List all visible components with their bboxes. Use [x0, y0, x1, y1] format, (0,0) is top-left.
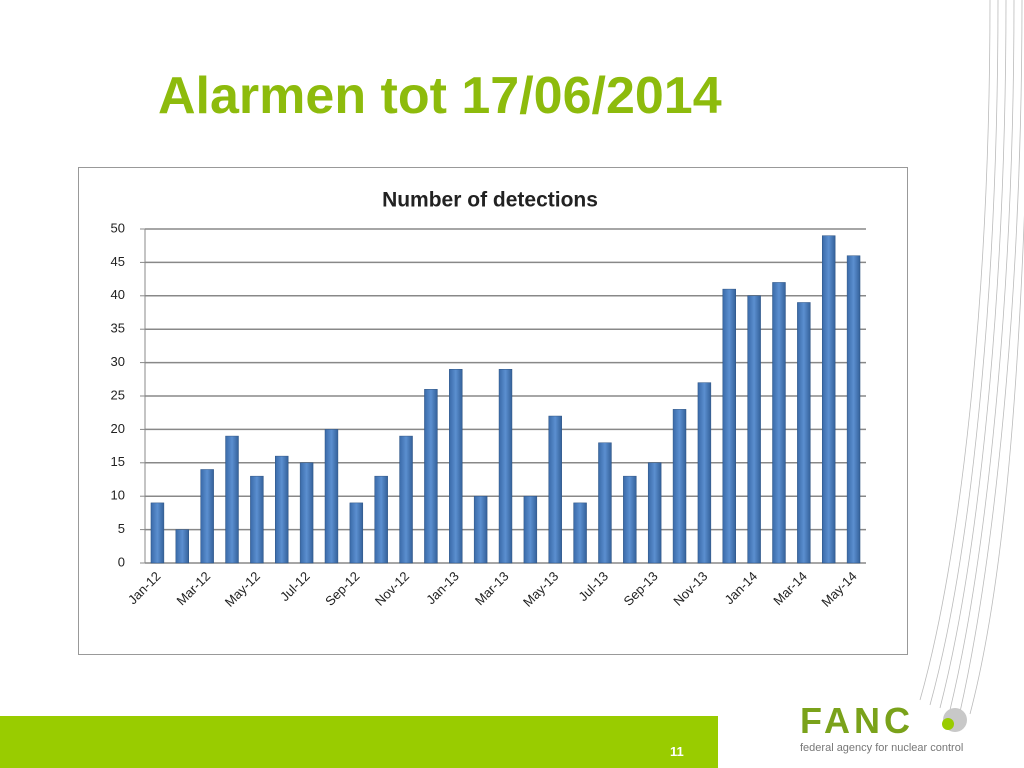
bar: [846, 255, 861, 564]
y-tick-label: 50: [111, 220, 125, 235]
bar: [573, 502, 587, 564]
footer-bar: [0, 716, 718, 768]
bar: [772, 282, 786, 564]
bar: [374, 475, 388, 564]
logo-tagline: federal agency for nuclear control: [800, 742, 964, 754]
bar: [747, 295, 761, 564]
bar: [349, 502, 364, 564]
bar: [548, 415, 562, 564]
bar: [424, 389, 438, 564]
bar: [647, 462, 662, 564]
logo-icon-dot: [942, 718, 954, 730]
y-tick-label: 15: [111, 454, 125, 469]
y-tick-label: 30: [111, 354, 125, 369]
bar: [473, 495, 488, 564]
y-tick-label: 10: [111, 488, 125, 503]
bar: [275, 455, 289, 564]
bar: [722, 288, 736, 564]
bar: [449, 369, 463, 564]
bar: [399, 435, 413, 564]
bar: [175, 529, 190, 564]
bar: [225, 435, 239, 564]
y-tick-label: 35: [111, 321, 125, 336]
bar: [324, 429, 339, 564]
y-tick-label: 5: [118, 521, 125, 536]
bar: [150, 502, 165, 564]
bar: [797, 302, 811, 564]
bar: [672, 409, 687, 564]
y-tick-label: 20: [111, 421, 125, 436]
y-tick-label: 45: [111, 254, 125, 269]
chart-frame: [78, 167, 908, 655]
bar: [697, 382, 712, 564]
bar: [821, 235, 836, 564]
bar: [498, 369, 513, 564]
y-tick-label: 40: [111, 287, 125, 302]
bar: [200, 469, 214, 564]
bar: [523, 495, 538, 564]
logo: FANC: [800, 700, 914, 741]
chart-title: Number of detections: [382, 189, 598, 212]
slide-title: Alarmen tot 17/06/2014: [158, 67, 722, 125]
bar: [623, 475, 637, 564]
y-tick-label: 0: [118, 554, 125, 569]
page-number: 11: [670, 744, 684, 759]
bar: [299, 462, 314, 564]
bar: [250, 475, 264, 564]
bar: [598, 442, 612, 564]
y-tick-label: 25: [111, 387, 125, 402]
